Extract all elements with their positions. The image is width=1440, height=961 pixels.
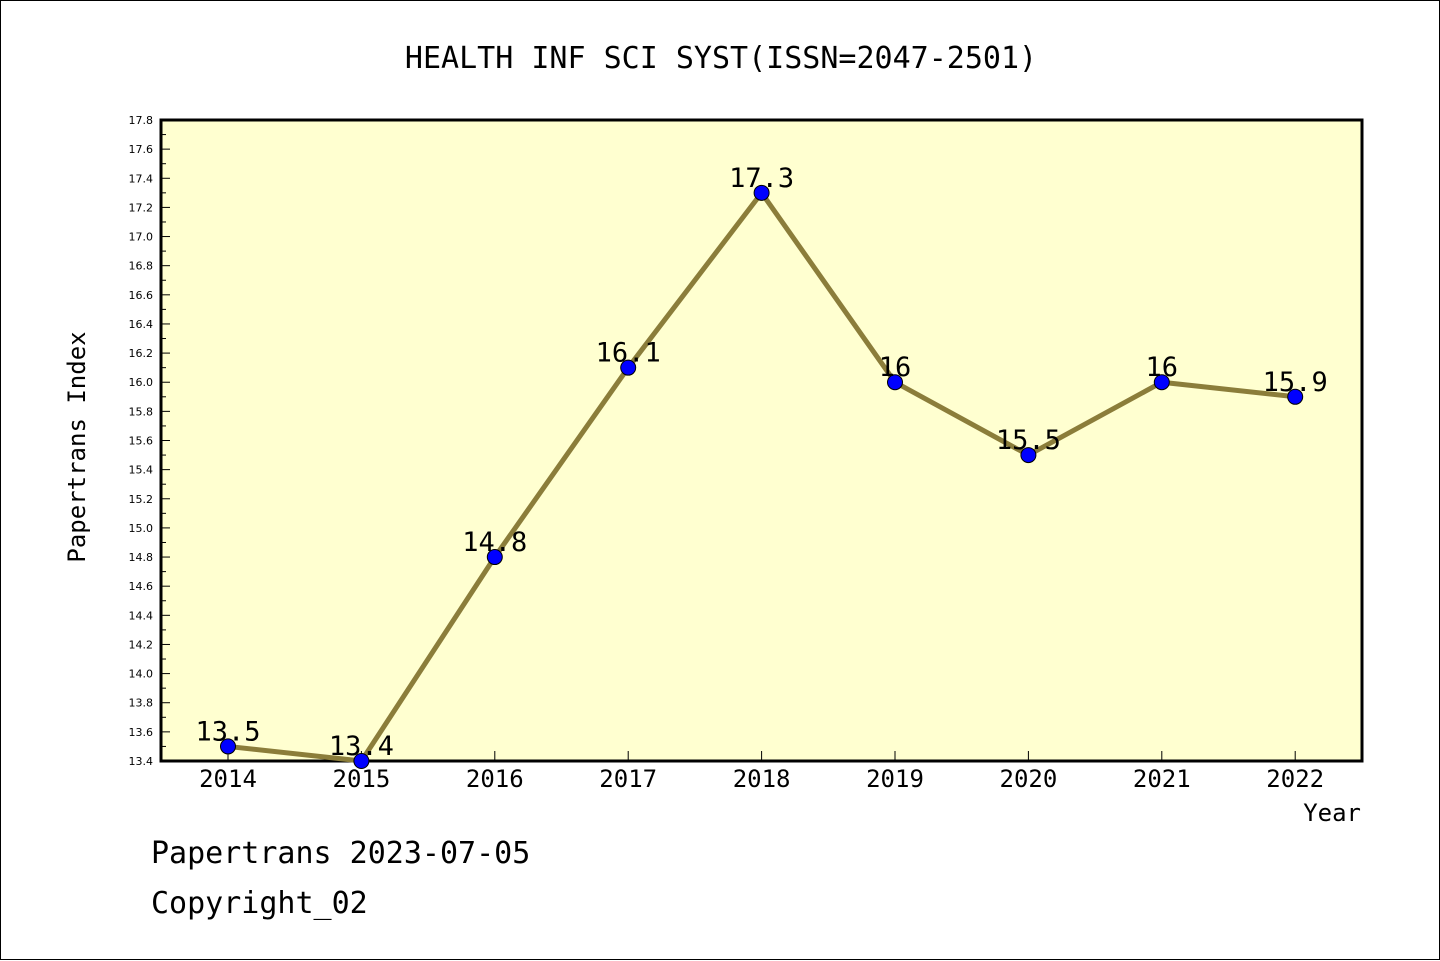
y-tick-label: 17.2 [129, 201, 154, 214]
data-point-marker [1153, 374, 1170, 391]
y-tick-label: 15.8 [129, 405, 154, 418]
data-point-label: 14.8 [462, 527, 527, 558]
y-tick-label: 17.6 [129, 143, 154, 156]
y-tick-label: 14.6 [129, 580, 154, 593]
y-tick-label: 15.4 [129, 464, 154, 477]
y-tick-label: 13.4 [129, 755, 154, 768]
y-tick-label: 13.8 [129, 697, 154, 710]
data-point-label: 17.3 [729, 163, 794, 194]
data-point-label: 15.9 [1263, 367, 1328, 398]
x-tick-label: 2018 [733, 765, 791, 793]
y-tick-label: 15.0 [129, 522, 154, 535]
y-tick-label: 17.4 [129, 172, 154, 185]
y-tick-label: 14.2 [129, 638, 154, 651]
x-tick-label: 2016 [466, 765, 524, 793]
data-point-marker [486, 549, 503, 566]
data-point-label: 16 [1146, 352, 1179, 383]
x-axis-label: Year [1303, 799, 1361, 827]
y-tick-label: 14.4 [129, 609, 154, 622]
data-point-label: 16.1 [596, 338, 661, 369]
data-point-label: 16 [879, 352, 912, 383]
data-point-label: 15.5 [996, 425, 1061, 456]
data-point-label: 13.4 [329, 731, 394, 762]
y-tick-label: 14.0 [129, 668, 154, 681]
data-point-marker [1020, 447, 1037, 464]
y-tick-label: 16.4 [129, 318, 154, 331]
y-tick-label: 16.0 [129, 376, 154, 389]
y-tick-label: 17.8 [129, 114, 154, 127]
x-tick-label: 2022 [1266, 765, 1324, 793]
x-tick-label: 2020 [1000, 765, 1058, 793]
x-tick-label: 2017 [599, 765, 657, 793]
y-tick-label: 15.2 [129, 493, 154, 506]
series-markers [220, 184, 1304, 769]
y-axis: 13.4 13.6 13.8 14.0 14.2 14.4 14.6 14.8 15.0 15.2… [129, 114, 170, 768]
source-date-text: Papertrans 2023-07-05 [151, 836, 531, 871]
y-tick-label: 16.2 [129, 347, 154, 360]
data-point-marker [887, 374, 903, 391]
y-tick-label: 16.8 [129, 260, 154, 273]
plot-area [159, 118, 1364, 763]
y-tick-label: 16.6 [129, 289, 154, 302]
x-tick-label: 2015 [333, 765, 391, 793]
y-tick-label: 15.6 [129, 435, 154, 448]
data-labels: 13.5 13.4 14.8 16.1 17.3 16 15.5 16 15.9 [195, 163, 1327, 762]
y-tick-label: 14.8 [129, 551, 154, 564]
data-point-marker [620, 359, 637, 376]
data-point-marker [353, 753, 370, 769]
data-point-marker [753, 184, 770, 201]
data-point-label: 13.5 [195, 716, 260, 747]
x-axis: 2014 2015 2016 2017 2018 2019 2020 2021 2022 [199, 751, 1324, 793]
x-tick-label: 2014 [199, 765, 257, 793]
data-point-marker [1287, 388, 1304, 405]
chart-title: HEALTH INF SCI SYST(ISSN=2047-2501) [405, 41, 1037, 76]
y-tick-label: 17.0 [129, 231, 154, 244]
data-point-marker [220, 738, 236, 755]
x-tick-label: 2021 [1133, 765, 1191, 793]
copyright-text: Copyright_02 [151, 886, 368, 921]
y-axis-label: Papertrans Index [63, 331, 91, 562]
x-tick-label: 2019 [866, 765, 924, 793]
y-tick-label: 13.6 [129, 726, 154, 739]
